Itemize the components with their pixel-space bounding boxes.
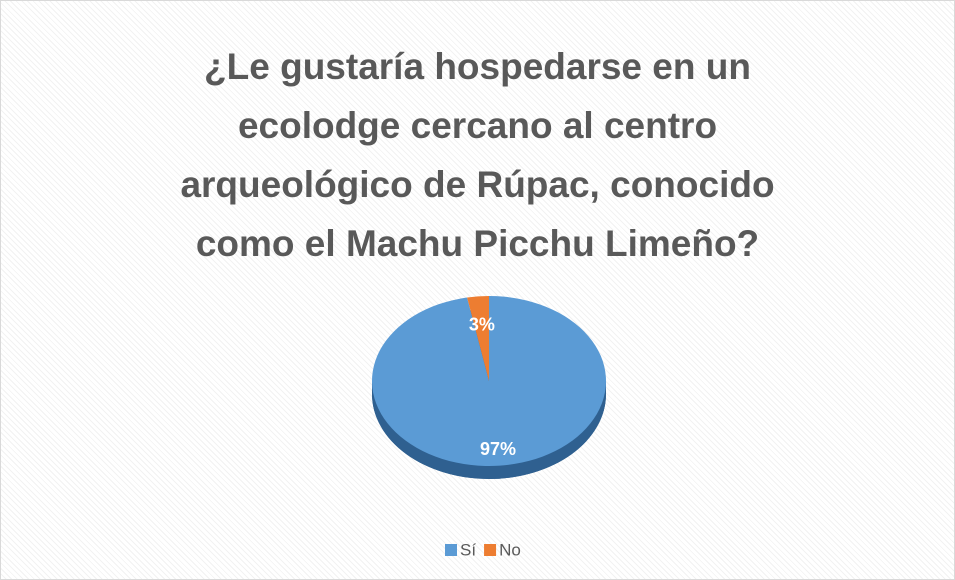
legend-swatch <box>445 544 457 556</box>
pie-slice <box>467 296 489 381</box>
pie-slice <box>372 296 607 466</box>
data-label: 3% <box>469 315 495 335</box>
title-box: ¿Le gustaría hospedarse en un ecolodge c… <box>1 37 954 273</box>
legend-swatch <box>484 544 497 556</box>
legend-label: Sí <box>460 540 476 559</box>
data-label: 97% <box>480 439 516 459</box>
chart-title: ¿Le gustaría hospedarse en un ecolodge c… <box>180 46 775 264</box>
legend-label: No <box>499 540 521 559</box>
